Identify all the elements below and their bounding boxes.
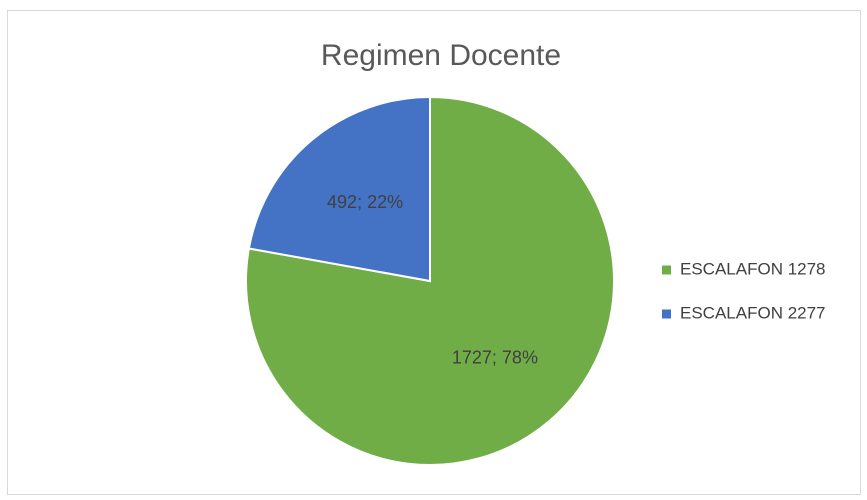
pie-slice <box>247 95 431 283</box>
legend-label: ESCALAFON 1278 <box>680 259 826 278</box>
legend-label: ESCALAFON 2277 <box>680 303 826 322</box>
legend-swatch <box>662 265 671 275</box>
chart-title: Regimen Docente <box>321 39 561 72</box>
data-label: 1727; 78% <box>452 347 538 367</box>
data-label: 492; 22% <box>327 192 403 212</box>
legend-swatch <box>662 309 671 319</box>
pie-slice <box>245 95 615 466</box>
